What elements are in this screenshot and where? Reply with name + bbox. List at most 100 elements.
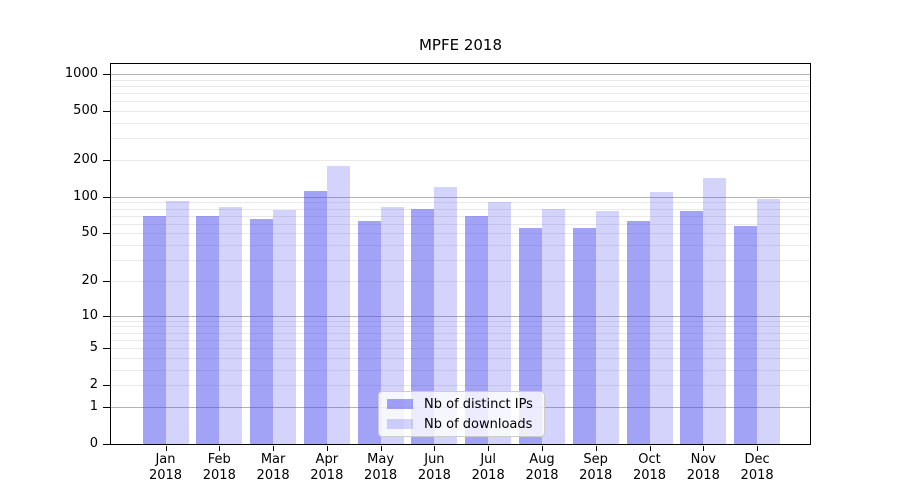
bar-downloads-jun bbox=[434, 187, 458, 444]
y-tick-5 bbox=[103, 348, 110, 349]
x-tick-label-month: Aug bbox=[529, 452, 555, 467]
x-tick-label-month: Sep bbox=[583, 452, 608, 467]
x-tick-label-jan: Jan 2018 bbox=[134, 452, 198, 484]
y-tick-200 bbox=[103, 160, 110, 161]
gridline-minor-y7 bbox=[111, 332, 810, 334]
gridline-minor-y500 bbox=[111, 111, 810, 113]
x-tick-label-nov: Nov 2018 bbox=[671, 452, 735, 484]
gridline-minor-y80 bbox=[111, 208, 810, 210]
x-tick-label-month: May bbox=[367, 452, 395, 467]
gridline-major-y100 bbox=[111, 196, 810, 198]
x-tick-jun bbox=[434, 446, 436, 451]
bar-downloads-aug bbox=[542, 208, 565, 444]
x-tick-label-may: May 2018 bbox=[349, 452, 413, 484]
x-tick-label-year: 2018 bbox=[632, 468, 667, 483]
y-tick-50 bbox=[103, 233, 110, 235]
x-tick-label-year: 2018 bbox=[364, 468, 398, 483]
gridline-minor-y2 bbox=[111, 385, 810, 387]
bar-downloads-may bbox=[380, 206, 404, 444]
bar-distinct-ips-mar bbox=[250, 218, 274, 444]
y-tick-label-1: 1 bbox=[89, 398, 98, 414]
gridline-minor-y9 bbox=[111, 320, 810, 322]
bar-distinct-ips-oct bbox=[626, 221, 650, 444]
legend: Nb of distinct IPs Nb of downloads bbox=[378, 391, 545, 437]
gridline-minor-y60 bbox=[111, 223, 810, 225]
legend-label-downloads: Nb of downloads bbox=[424, 416, 533, 432]
bar-downloads-apr bbox=[326, 165, 350, 444]
y-tick-label-200: 200 bbox=[73, 152, 98, 167]
gridline-minor-y40 bbox=[111, 245, 810, 247]
x-tick-label-jun: Jun 2018 bbox=[402, 452, 466, 484]
y-tick-label-50: 50 bbox=[81, 225, 98, 241]
x-tick-nov bbox=[703, 446, 705, 451]
gridline-minor-y900 bbox=[111, 79, 810, 81]
gridline-minor-y300 bbox=[111, 138, 810, 140]
x-tick-label-month: Dec bbox=[744, 452, 770, 467]
y-tick-label-2: 2 bbox=[89, 377, 98, 393]
bar-distinct-ips-apr bbox=[303, 190, 327, 444]
x-tick-mar bbox=[273, 446, 275, 451]
x-tick-label-sep: Sep 2018 bbox=[564, 452, 628, 484]
y-tick-500 bbox=[103, 111, 110, 113]
x-tick-label-apr: Apr 2018 bbox=[295, 452, 359, 484]
bar-distinct-ips-feb bbox=[196, 215, 220, 444]
x-tick-aug bbox=[542, 446, 543, 451]
x-tick-sep bbox=[595, 446, 597, 451]
gridline-minor-y5 bbox=[111, 348, 810, 349]
x-tick-label-year: 2018 bbox=[417, 468, 451, 483]
bar-distinct-ips-sep bbox=[572, 228, 596, 444]
legend-swatch-downloads bbox=[387, 419, 413, 429]
x-tick-label-year: 2018 bbox=[310, 468, 344, 483]
bar-distinct-ips-aug bbox=[519, 228, 542, 444]
gridline-minor-y20 bbox=[111, 280, 810, 282]
x-tick-jul bbox=[488, 446, 490, 451]
x-tick-label-month: Nov bbox=[690, 452, 716, 467]
y-tick-1000 bbox=[103, 74, 110, 75]
bar-downloads-mar bbox=[273, 210, 297, 444]
x-tick-label-year: 2018 bbox=[256, 468, 290, 483]
x-tick-label-dec: Dec 2018 bbox=[725, 452, 789, 484]
y-tick-label-100: 100 bbox=[73, 188, 98, 204]
gridline-minor-y6 bbox=[111, 339, 810, 341]
gridline-minor-y30 bbox=[111, 260, 810, 262]
bar-downloads-jul bbox=[488, 202, 512, 444]
x-tick-apr bbox=[326, 446, 328, 451]
y-tick-label-500: 500 bbox=[73, 103, 98, 119]
y-tick-label-0: 0 bbox=[89, 436, 98, 451]
x-tick-label-month: Jan bbox=[155, 452, 176, 467]
gridline-minor-y200 bbox=[111, 160, 810, 161]
y-tick-label-1000: 1000 bbox=[64, 66, 98, 81]
x-tick-label-month: Jun bbox=[424, 452, 445, 467]
x-tick-label-month: Mar bbox=[260, 452, 286, 467]
x-tick-label-year: 2018 bbox=[525, 468, 559, 483]
y-tick-100 bbox=[103, 196, 110, 198]
legend-label-distinct-ips: Nb of distinct IPs bbox=[424, 396, 533, 412]
x-tick-label-year: 2018 bbox=[202, 468, 236, 483]
x-tick-may bbox=[380, 446, 382, 451]
x-tick-label-aug: Aug 2018 bbox=[510, 452, 574, 484]
legend-swatch-distinct-ips bbox=[387, 399, 413, 409]
x-tick-label-month: Feb bbox=[207, 452, 231, 467]
x-tick-label-year: 2018 bbox=[686, 468, 720, 483]
gridline-minor-y4 bbox=[111, 357, 810, 359]
y-tick-label-5: 5 bbox=[89, 340, 98, 355]
x-tick-label-oct: Oct 2018 bbox=[618, 452, 682, 484]
x-tick-label-year: 2018 bbox=[579, 468, 613, 483]
x-tick-jan bbox=[165, 446, 167, 451]
x-tick-label-mar: Mar 2018 bbox=[241, 452, 305, 484]
gridline-minor-y700 bbox=[111, 93, 810, 95]
gridline-minor-y400 bbox=[111, 123, 810, 124]
bar-downloads-dec bbox=[757, 198, 781, 444]
y-tick-0 bbox=[103, 444, 110, 445]
x-tick-label-month: Oct bbox=[638, 452, 661, 467]
plot-area bbox=[110, 63, 811, 445]
y-tick-10 bbox=[103, 315, 110, 317]
bar-downloads-nov bbox=[703, 177, 727, 444]
bar-distinct-ips-nov bbox=[680, 211, 704, 444]
legend-item-distinct-ips: Nb of distinct IPs bbox=[387, 397, 536, 412]
x-tick-label-month: Apr bbox=[315, 452, 339, 467]
gridline-minor-y800 bbox=[111, 85, 810, 87]
gridline-minor-y8 bbox=[111, 326, 810, 328]
gridline-minor-y90 bbox=[111, 202, 810, 204]
